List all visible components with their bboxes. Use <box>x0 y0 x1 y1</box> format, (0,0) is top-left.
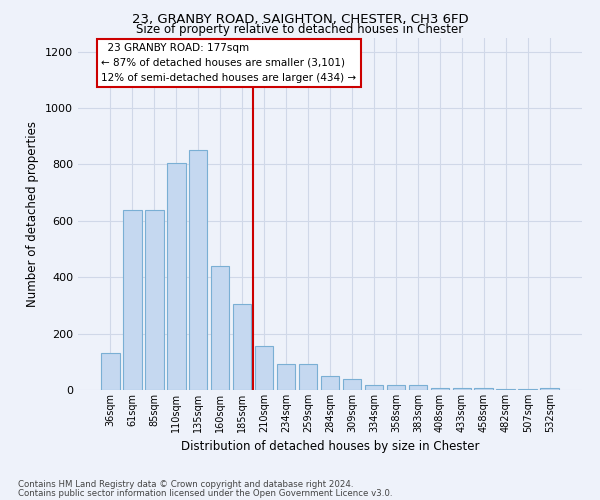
X-axis label: Distribution of detached houses by size in Chester: Distribution of detached houses by size … <box>181 440 479 454</box>
Bar <box>255 346 274 390</box>
Bar <box>320 376 340 390</box>
Bar <box>101 354 119 390</box>
Bar <box>518 389 537 390</box>
Bar <box>145 210 164 390</box>
Bar <box>167 163 185 390</box>
Bar <box>299 364 317 390</box>
Bar <box>343 380 361 390</box>
Text: Contains public sector information licensed under the Open Government Licence v3: Contains public sector information licen… <box>18 488 392 498</box>
Bar <box>365 385 383 390</box>
Text: Contains HM Land Registry data © Crown copyright and database right 2024.: Contains HM Land Registry data © Crown c… <box>18 480 353 489</box>
Bar <box>189 150 208 390</box>
Bar <box>475 388 493 390</box>
Text: 23 GRANBY ROAD: 177sqm
← 87% of detached houses are smaller (3,101)
12% of semi-: 23 GRANBY ROAD: 177sqm ← 87% of detached… <box>101 43 356 82</box>
Text: Size of property relative to detached houses in Chester: Size of property relative to detached ho… <box>136 22 464 36</box>
Bar <box>233 304 251 390</box>
Bar <box>431 388 449 390</box>
Bar <box>409 385 427 390</box>
Y-axis label: Number of detached properties: Number of detached properties <box>26 120 40 306</box>
Bar <box>452 388 471 390</box>
Bar <box>386 385 405 390</box>
Text: 23, GRANBY ROAD, SAIGHTON, CHESTER, CH3 6FD: 23, GRANBY ROAD, SAIGHTON, CHESTER, CH3 … <box>131 12 469 26</box>
Bar <box>123 210 142 390</box>
Bar <box>496 389 515 390</box>
Bar <box>541 388 559 390</box>
Bar <box>211 266 229 390</box>
Bar <box>277 364 295 390</box>
